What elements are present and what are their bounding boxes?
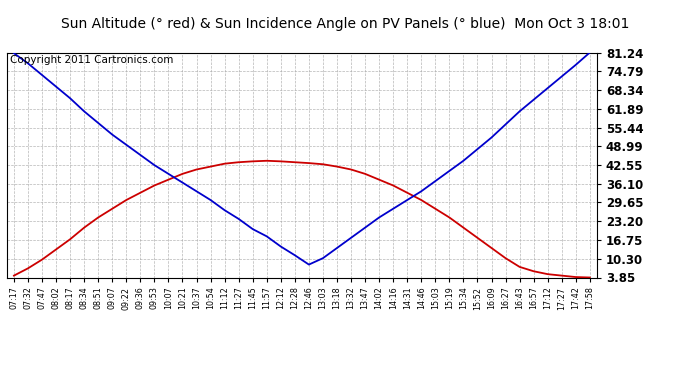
Text: Sun Altitude (° red) & Sun Incidence Angle on PV Panels (° blue)  Mon Oct 3 18:0: Sun Altitude (° red) & Sun Incidence Ang… [61, 17, 629, 32]
Text: Copyright 2011 Cartronics.com: Copyright 2011 Cartronics.com [10, 55, 173, 65]
